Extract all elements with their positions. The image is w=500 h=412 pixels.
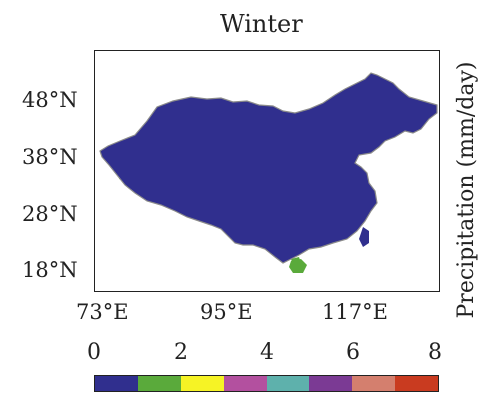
colorbar-segment-2 <box>180 376 224 391</box>
taiwan-island <box>359 227 369 247</box>
colorbar-segment-4 <box>266 376 310 391</box>
units-label: Precipitation (mm/day) <box>438 56 500 324</box>
lon-label-73e: 73°E <box>76 300 129 324</box>
colorbar <box>94 375 439 392</box>
lon-label-95e: 95°E <box>200 300 253 324</box>
colorbar-tick-2: 2 <box>174 340 188 365</box>
colorbar-tick-4: 4 <box>260 340 274 365</box>
lon-label-117e: 117°E <box>322 300 388 324</box>
lat-label-18n: 18°N <box>22 258 78 282</box>
colorbar-segment-1 <box>137 376 181 391</box>
lat-label-48n: 48°N <box>22 88 78 112</box>
colorbar-tick-0: 0 <box>87 340 101 365</box>
colorbar-tick-6: 6 <box>346 340 360 365</box>
country-outline <box>99 72 438 264</box>
lat-label-28n: 28°N <box>22 202 78 226</box>
units-label-text: Precipitation (mm/day) <box>454 62 479 319</box>
map-frame <box>94 50 440 292</box>
colorbar-segment-6 <box>352 376 396 391</box>
colorbar-segment-7 <box>395 376 438 391</box>
china-precipitation-map <box>99 72 438 273</box>
colorbar-segment-3 <box>223 376 267 391</box>
colorbar-segment-0 <box>95 376 138 391</box>
colorbar-segment-5 <box>309 376 353 391</box>
colorbar-tick-8: 8 <box>428 340 442 365</box>
map-title: Winter <box>220 10 303 38</box>
lat-label-38n: 38°N <box>22 145 78 169</box>
